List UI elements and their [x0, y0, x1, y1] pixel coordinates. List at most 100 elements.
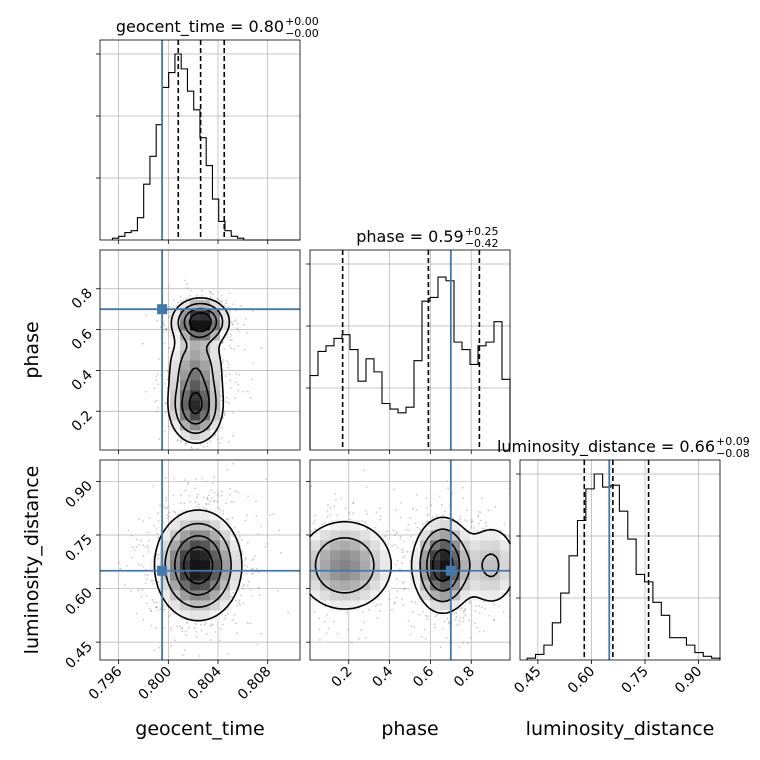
scatter-phase-vs-luminosity_distance-density-cell	[350, 540, 361, 551]
scatter-phase-vs-luminosity_distance-contour-2	[426, 538, 461, 592]
scatter-geocent_time-vs-luminosity_distance-point	[152, 555, 155, 558]
scatter-geocent_time-vs-luminosity_distance-point	[150, 580, 153, 582]
scatter-geocent_time-vs-luminosity_distance-density-cell	[220, 560, 231, 571]
scatter-phase-vs-luminosity_distance-density-cell	[330, 550, 341, 561]
scatter-geocent_time-vs-luminosity_distance-density-cell	[220, 590, 231, 601]
scatter-geocent_time-vs-luminosity_distance-point	[156, 553, 158, 555]
scatter-phase-vs-luminosity_distance-density-cell	[470, 590, 481, 601]
scatter-geocent_time-vs-phase-point	[223, 304, 226, 307]
scatter-geocent_time-vs-luminosity_distance-point	[238, 601, 240, 604]
scatter-geocent_time-vs-luminosity_distance-density-cell	[210, 550, 221, 561]
scatter-geocent_time-vs-luminosity_distance-density-cell	[220, 530, 231, 541]
scatter-geocent_time-vs-luminosity_distance-point	[130, 534, 133, 537]
scatter-phase-vs-luminosity_distance-point	[394, 534, 396, 537]
scatter-geocent_time-vs-phase-density-cell	[170, 320, 181, 331]
scatter-phase-vs-luminosity_distance-point	[333, 505, 335, 508]
scatter-geocent_time-vs-luminosity_distance-point	[239, 603, 241, 606]
scatter-phase-vs-luminosity_distance-point	[484, 522, 487, 524]
scatter-geocent_time-vs-phase-density-cell	[200, 320, 211, 331]
scatter-geocent_time-vs-luminosity_distance-density-cell	[180, 570, 191, 581]
scatter-geocent_time-vs-luminosity_distance-point	[221, 490, 223, 493]
scatter-geocent_time-vs-luminosity_distance-density-cell	[210, 560, 221, 571]
scatter-phase-vs-luminosity_distance-point	[403, 554, 406, 557]
scatter-geocent_time-vs-luminosity_distance-point	[232, 619, 234, 621]
scatter-geocent_time-vs-luminosity_distance-point	[166, 506, 169, 509]
scatter-geocent_time-vs-luminosity_distance-density-cell	[160, 590, 171, 601]
scatter-geocent_time-vs-phase-point	[225, 302, 228, 305]
scatter-geocent_time-vs-phase-point	[173, 299, 176, 301]
scatter-geocent_time-vs-luminosity_distance-point	[230, 596, 233, 598]
scatter-phase-vs-luminosity_distance-density-cell	[320, 570, 331, 581]
scatter-geocent_time-vs-luminosity_distance-point	[210, 489, 213, 491]
scatter-geocent_time-vs-luminosity_distance-point	[222, 512, 225, 515]
scatter-phase-vs-luminosity_distance-border	[309, 459, 511, 661]
scatter-phase-vs-luminosity_distance-point	[446, 617, 449, 620]
scatter-geocent_time-vs-luminosity_distance-point	[226, 468, 229, 471]
scatter-phase-vs-luminosity_distance-density-cell	[320, 550, 331, 561]
scatter-phase-vs-luminosity_distance-point	[448, 621, 450, 624]
scatter-geocent_time-vs-luminosity_distance-point	[145, 582, 147, 585]
scatter-phase-vs-luminosity_distance-point	[433, 623, 436, 626]
scatter-geocent_time-vs-luminosity_distance-point	[142, 555, 145, 558]
scatter-geocent_time-vs-phase-point	[155, 375, 158, 377]
scatter-phase-vs-luminosity_distance-point	[455, 624, 458, 627]
scatter-phase-vs-luminosity_distance-point	[418, 613, 421, 616]
scatter-geocent_time-vs-luminosity_distance-density-cell	[160, 540, 171, 551]
scatter-phase-vs-luminosity_distance-point	[321, 523, 323, 526]
title-main-luminosity_distance: luminosity_distance = 0.66	[497, 437, 715, 457]
scatter-geocent_time-vs-phase-point	[226, 397, 228, 399]
scatter-geocent_time-vs-phase-density-cell	[170, 350, 181, 361]
scatter-phase-vs-luminosity_distance-point	[477, 514, 480, 516]
scatter-phase-vs-luminosity_distance-density-cell	[440, 560, 451, 571]
scatter-phase-vs-luminosity_distance-density-cell	[470, 540, 481, 551]
scatter-phase-vs-luminosity_distance-point	[335, 499, 337, 501]
scatter-geocent_time-vs-phase-point	[227, 440, 230, 443]
scatter-phase-vs-luminosity_distance-density-cell	[440, 570, 451, 581]
scatter-phase-vs-luminosity_distance-density-cell	[360, 590, 371, 601]
scatter-geocent_time-vs-phase-point	[209, 290, 212, 293]
scatter-geocent_time-vs-luminosity_distance-density-cell	[180, 590, 191, 601]
scatter-geocent_time-vs-phase-point	[223, 410, 226, 413]
scatter-geocent_time-vs-phase-point	[163, 324, 166, 327]
scatter-phase-vs-luminosity_distance-point	[473, 527, 475, 529]
title-minus-geocent_time: −0.00	[285, 27, 319, 40]
scatter-geocent_time-vs-phase-point	[233, 348, 236, 350]
scatter-geocent_time-vs-luminosity_distance-density-cell	[200, 510, 211, 521]
scatter-phase-vs-luminosity_distance-density-cell	[420, 560, 431, 571]
scatter-geocent_time-vs-luminosity_distance-point	[246, 622, 249, 624]
scatter-geocent_time-vs-phase-contour-0	[167, 297, 231, 444]
scatter-phase-vs-luminosity_distance-point	[366, 512, 368, 515]
scatter-geocent_time-vs-luminosity_distance-point	[257, 586, 260, 589]
scatter-phase-vs-luminosity_distance-point	[494, 505, 497, 508]
scatter-phase-vs-luminosity_distance-point	[462, 487, 464, 489]
scatter-phase-vs-luminosity_distance-point	[451, 517, 454, 520]
scatter-phase-vs-luminosity_distance-point	[451, 492, 454, 495]
scatter-geocent_time-vs-luminosity_distance-point	[184, 489, 187, 492]
scatter-geocent_time-vs-luminosity_distance-density-cell	[180, 610, 191, 621]
scatter-geocent_time-vs-phase-point	[222, 359, 225, 361]
scatter-phase-vs-luminosity_distance-density-cell	[500, 580, 511, 591]
scatter-geocent_time-vs-phase-density-cell	[210, 360, 221, 371]
scatter-geocent_time-vs-phase-point	[230, 321, 233, 324]
scatter-geocent_time-vs-luminosity_distance-point	[238, 599, 241, 602]
scatter-geocent_time-vs-luminosity_distance-density-cell	[190, 530, 201, 541]
scatter-geocent_time-vs-luminosity_distance-density-cell	[210, 600, 221, 611]
scatter-geocent_time-vs-luminosity_distance-point	[153, 601, 156, 604]
scatter-geocent_time-vs-phase-point	[165, 328, 168, 331]
scatter-geocent_time-vs-luminosity_distance-point	[131, 556, 133, 559]
scatter-geocent_time-vs-phase-point	[190, 446, 193, 449]
scatter-geocent_time-vs-phase-density-cell	[180, 370, 191, 381]
scatter-geocent_time-vs-luminosity_distance-point	[216, 500, 219, 503]
scatter-phase-vs-luminosity_distance-density-cell	[330, 580, 341, 591]
scatter-geocent_time-vs-phase-point	[227, 366, 230, 369]
scatter-phase-vs-luminosity_distance-point	[475, 604, 478, 607]
scatter-phase-vs-luminosity_distance-point	[477, 510, 480, 513]
scatter-geocent_time-vs-luminosity_distance-contour-0	[153, 509, 243, 622]
scatter-geocent_time-vs-phase-point	[142, 342, 145, 345]
scatter-geocent_time-vs-luminosity_distance-point	[242, 602, 245, 604]
scatter-geocent_time-vs-phase-density-cell	[210, 340, 221, 351]
scatter-phase-vs-luminosity_distance-density-cell	[310, 570, 321, 581]
scatter-phase-vs-luminosity_distance-point	[395, 596, 398, 599]
scatter-geocent_time-vs-luminosity_distance-point	[157, 557, 159, 559]
scatter-geocent_time-vs-phase-point	[165, 403, 167, 405]
